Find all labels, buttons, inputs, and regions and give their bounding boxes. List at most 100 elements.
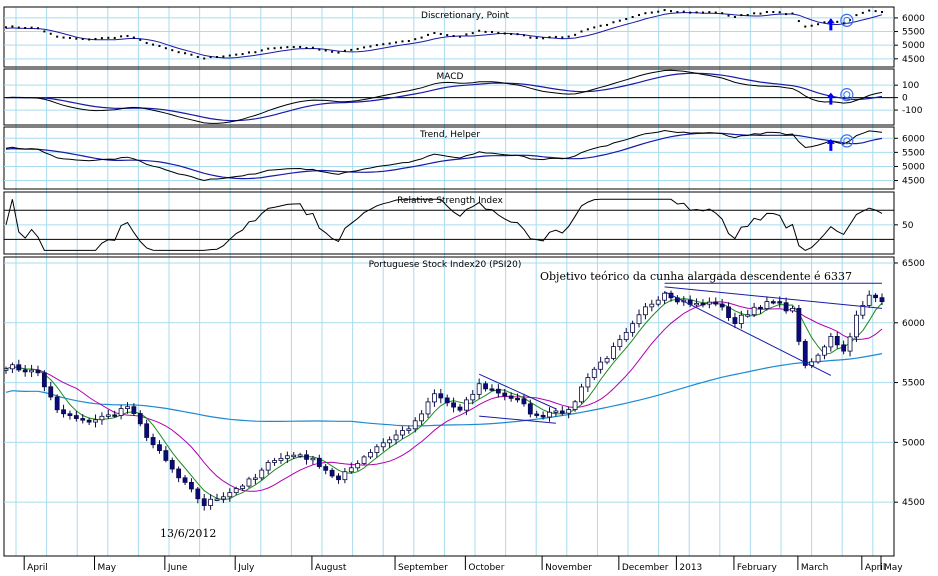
candle-body xyxy=(157,444,162,452)
candle-body xyxy=(61,409,66,415)
p1-point-marker xyxy=(427,33,430,36)
p1-point-marker xyxy=(727,14,730,17)
p1-point-marker xyxy=(861,11,864,14)
candle-body xyxy=(643,306,648,316)
p1-point-marker xyxy=(100,37,103,40)
candle-body xyxy=(176,468,182,479)
candle-body xyxy=(777,301,783,304)
p1-point-marker xyxy=(567,35,570,38)
wedge-lower-line xyxy=(664,291,832,376)
p1-point-marker xyxy=(881,11,883,14)
p1-point-marker xyxy=(765,10,768,13)
p1-point-marker xyxy=(510,33,513,36)
p1-point-marker xyxy=(292,46,295,49)
p1-point-marker xyxy=(113,36,116,39)
autumn-wedge-upper xyxy=(478,373,557,410)
p1-point-marker xyxy=(535,36,538,39)
p1-point-marker xyxy=(388,42,391,45)
candle-body xyxy=(502,392,508,397)
panel-discretionary-point: 6000 5500 5000 4500 Discretionary, Point xyxy=(4,9,925,65)
p1-point-marker xyxy=(177,51,180,54)
p1-point-marker xyxy=(343,49,346,52)
p1-point-marker xyxy=(228,54,231,57)
candle-body xyxy=(636,314,642,325)
candle-body xyxy=(329,469,335,477)
p1-point-marker xyxy=(772,10,775,13)
p1-point-marker xyxy=(842,22,845,25)
signal-circle-inner xyxy=(843,137,851,145)
candle-body xyxy=(246,478,252,487)
x-tick-label-2013: 2013 xyxy=(679,563,702,573)
p3-overlay-line xyxy=(5,132,883,180)
p1-point-marker xyxy=(618,19,621,22)
p5-moving-averages xyxy=(5,298,883,501)
candle-body xyxy=(470,393,476,401)
p4-title: Relative Strength Index xyxy=(397,196,503,206)
p1-point-marker xyxy=(279,46,282,49)
panel-frame xyxy=(3,191,895,255)
p1-point-marker xyxy=(695,11,698,14)
y-tick-label: 100 xyxy=(902,81,919,91)
candle-body xyxy=(457,406,463,411)
p1-point-marker xyxy=(753,12,756,15)
p1-y-ticks: 6000 5500 5000 4500 xyxy=(894,14,925,65)
y-tick-label: 5000 xyxy=(902,41,925,51)
p1-point-marker xyxy=(638,13,641,16)
candle-body xyxy=(189,481,194,490)
candle-body xyxy=(73,415,79,419)
p1-point-marker xyxy=(810,24,813,27)
candle-body xyxy=(566,409,572,414)
candle-body xyxy=(208,498,214,506)
p1-point-marker xyxy=(43,30,46,33)
candle-body xyxy=(361,456,367,464)
y-tick-label: 6000 xyxy=(902,319,925,329)
p5-y-ticks: 6500 6000 5500 5000 4500 xyxy=(894,259,925,508)
candle-body xyxy=(150,437,156,446)
p1-point-marker xyxy=(216,56,219,59)
p1-point-marker xyxy=(68,36,71,39)
p1-point-marker xyxy=(203,57,206,60)
candle-body xyxy=(873,294,879,299)
candle-body xyxy=(272,460,277,463)
candle-body xyxy=(393,434,399,441)
candle-body xyxy=(125,406,130,409)
p1-point-marker xyxy=(420,36,423,39)
candle-body xyxy=(259,469,265,479)
panel-trend-helper: 6000 5500 5000 4500 Trend, Helper xyxy=(4,129,925,187)
p1-point-marker xyxy=(164,47,167,50)
p1-point-marker xyxy=(94,37,97,40)
p1-point-marker xyxy=(17,26,20,29)
candle-body xyxy=(591,368,597,378)
p1-point-marker xyxy=(132,36,135,39)
y-tick-label: 5500 xyxy=(902,28,925,38)
wedge-upper-line xyxy=(664,286,883,309)
p1-point-marker xyxy=(791,12,794,15)
candle-body xyxy=(796,308,802,342)
y-tick-label: 6000 xyxy=(902,134,925,144)
p1-point-marker xyxy=(120,35,123,38)
p1-point-marker xyxy=(311,46,314,49)
candle-body xyxy=(233,488,239,494)
p1-point-marker xyxy=(171,49,174,52)
candle-body xyxy=(719,303,725,308)
p1-point-marker xyxy=(139,38,142,41)
p1-point-marker xyxy=(286,46,289,49)
candle-body xyxy=(662,292,667,301)
p1-point-marker xyxy=(644,12,647,15)
x-tick-label-december: December xyxy=(622,563,669,573)
p1-point-marker xyxy=(497,31,500,34)
candle-body xyxy=(841,344,847,352)
candle-body xyxy=(790,308,795,312)
candle-body xyxy=(700,302,706,306)
p1-point-marker xyxy=(868,9,871,12)
p1-point-marker xyxy=(612,21,615,24)
candle-body xyxy=(802,340,808,366)
p1-point-marker xyxy=(241,53,244,56)
x-tick-label-february: February xyxy=(737,563,778,573)
candle-body xyxy=(336,475,341,481)
candle-body xyxy=(828,335,834,348)
p1-point-marker xyxy=(126,34,129,37)
autumn-wedge-lower xyxy=(479,415,556,424)
candle-body xyxy=(291,454,297,458)
p1-point-marker xyxy=(190,53,193,56)
